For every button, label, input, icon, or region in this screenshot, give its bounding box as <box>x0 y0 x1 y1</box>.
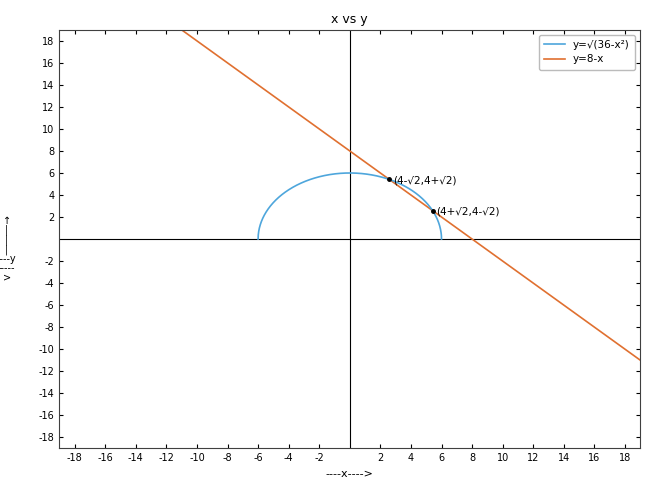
y=8-x <box>312 123 319 129</box>
y=8-x <box>519 272 527 278</box>
Text: (4+√2,4-√2): (4+√2,4-√2) <box>436 207 500 217</box>
y=8-x <box>508 265 516 271</box>
y=√(36-x²) <box>263 207 271 213</box>
y=8-x <box>290 108 298 114</box>
y=8-x <box>454 226 462 232</box>
y=8-x <box>636 357 644 363</box>
y=√(36-x²) <box>432 214 440 220</box>
Text: ↑
|
|
|
----y
-----
>: ↑ | | | ----y ----- > <box>0 216 16 282</box>
Text: (4-√2,4+√2): (4-√2,4+√2) <box>393 175 457 186</box>
Line: y=√(36-x²): y=√(36-x²) <box>258 173 442 239</box>
y=√(36-x²) <box>339 170 346 176</box>
y=√(36-x²) <box>399 182 407 188</box>
y=√(36-x²) <box>343 170 351 176</box>
y=√(36-x²) <box>346 170 354 176</box>
Title: x vs y: x vs y <box>331 13 368 26</box>
y=√(36-x²) <box>254 236 262 242</box>
Legend: y=√(36-x²), y=8-x: y=√(36-x²), y=8-x <box>539 35 635 70</box>
X-axis label: ----x---->: ----x----> <box>326 469 374 479</box>
y=√(36-x²) <box>438 236 446 242</box>
Line: y=8-x: y=8-x <box>59 0 640 360</box>
y=√(36-x²) <box>432 214 440 220</box>
